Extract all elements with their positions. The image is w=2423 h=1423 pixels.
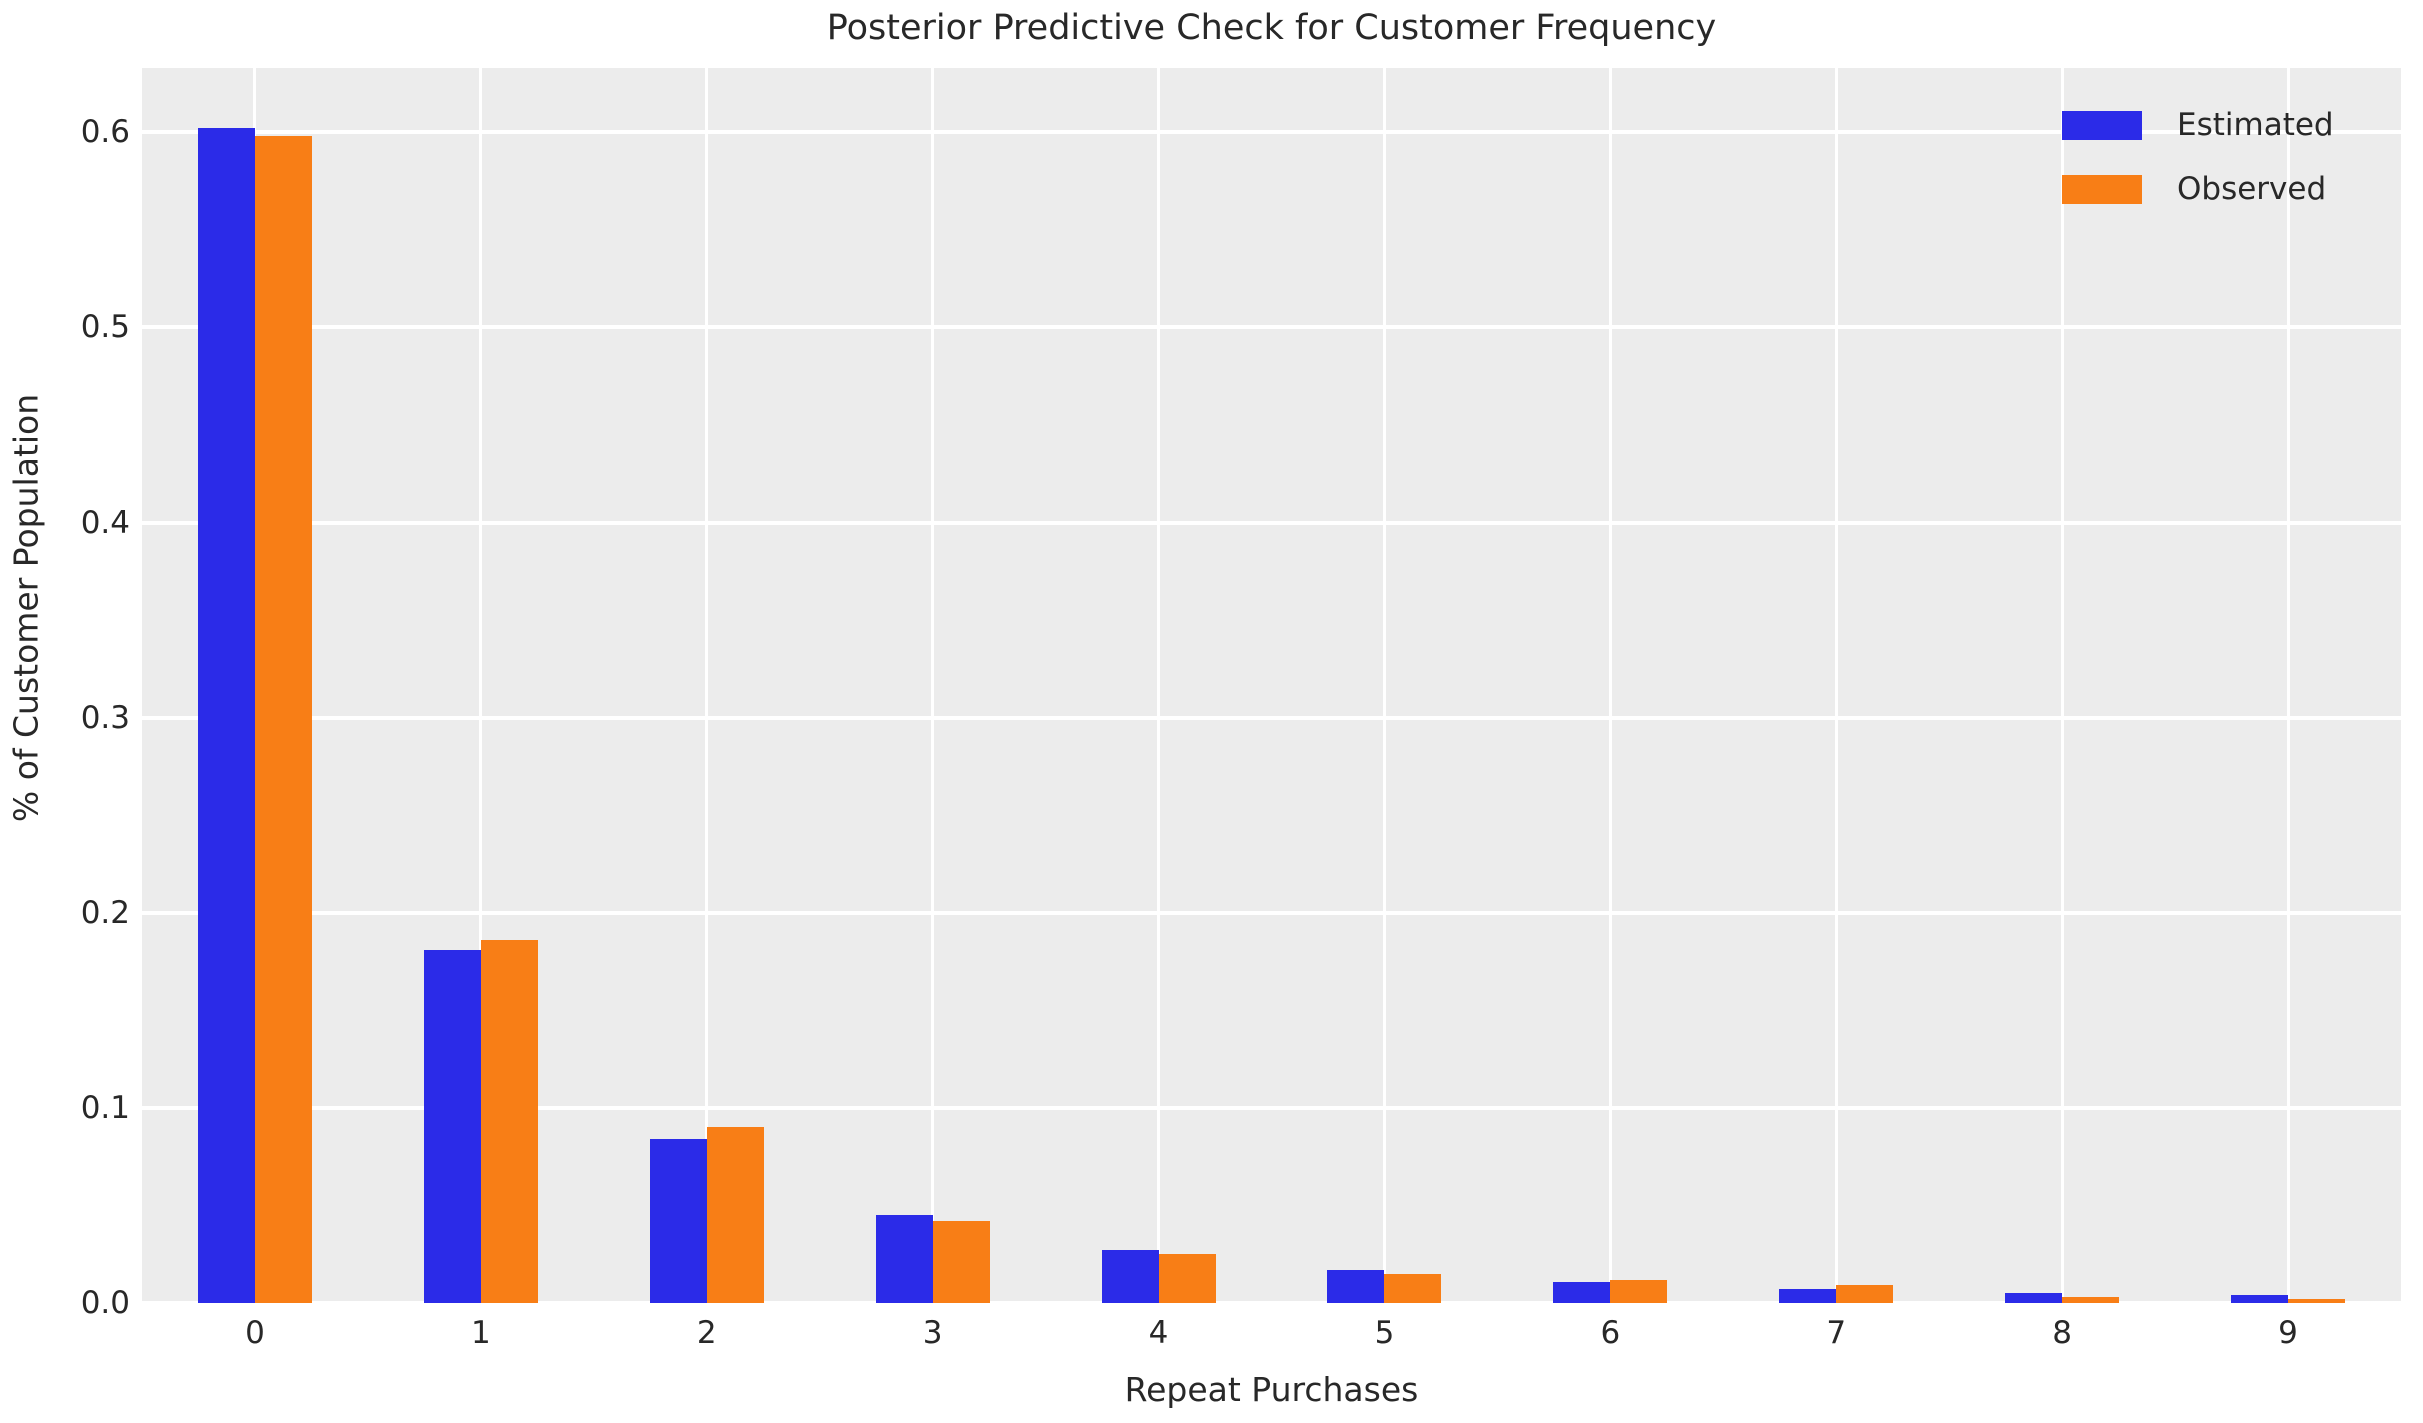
xtick-4: 4	[1148, 1315, 1169, 1351]
bar-observed-2	[706, 1127, 764, 1303]
xtick-1: 1	[470, 1315, 491, 1351]
gridline-v-9	[2286, 68, 2290, 1303]
gridline-h-0.0	[142, 1301, 2401, 1303]
x-axis-label: Repeat Purchases	[1124, 1370, 1419, 1409]
bar-estimated-4	[1101, 1250, 1159, 1303]
bar-observed-5	[1384, 1273, 1442, 1303]
bar-estimated-2	[649, 1139, 707, 1303]
xtick-0: 0	[245, 1315, 265, 1351]
bar-estimated-0	[197, 128, 255, 1303]
ytick-0.3: 0.3	[80, 699, 130, 736]
ytick-0.0: 0.0	[80, 1285, 130, 1321]
gridline-h-0.5	[142, 325, 2401, 330]
xtick-7: 7	[1826, 1315, 1847, 1351]
gridline-h-0.1	[142, 1105, 2401, 1110]
bar-observed-1	[480, 940, 538, 1303]
bar-estimated-5	[1327, 1269, 1385, 1303]
legend: Estimated Observed	[2062, 107, 2334, 207]
legend-item-estimated: Estimated	[2062, 107, 2334, 143]
legend-label-estimated: Estimated	[2177, 107, 2334, 143]
bar-estimated-1	[423, 949, 481, 1303]
bar-estimated-9	[2231, 1295, 2289, 1303]
bar-estimated-6	[1553, 1281, 1611, 1303]
ytick-0.2: 0.2	[80, 894, 130, 931]
plot-area: Estimated Observed	[142, 68, 2401, 1303]
gridline-v-1	[479, 68, 483, 1303]
gridline-h-0.4	[142, 520, 2401, 525]
ytick-0.6: 0.6	[80, 114, 130, 151]
gridline-h-0.3	[142, 715, 2401, 720]
xtick-2: 2	[696, 1315, 717, 1351]
bar-observed-7	[1836, 1285, 1894, 1303]
bar-estimated-8	[2005, 1293, 2063, 1303]
xtick-3: 3	[922, 1315, 943, 1351]
bar-observed-4	[1158, 1254, 1216, 1303]
gridline-v-3	[931, 68, 935, 1303]
xtick-6: 6	[1600, 1315, 1621, 1351]
gridline-v-7	[1834, 68, 1838, 1303]
bar-observed-9	[2288, 1299, 2346, 1303]
gridline-h-0.2	[142, 910, 2401, 915]
bar-observed-3	[932, 1221, 990, 1303]
ytick-0.1: 0.1	[80, 1089, 130, 1126]
bar-estimated-3	[875, 1215, 933, 1303]
gridline-v-4	[1157, 68, 1161, 1303]
estimated-swatch	[2062, 110, 2142, 140]
ytick-0.5: 0.5	[80, 309, 130, 346]
gridline-v-8	[2060, 68, 2064, 1303]
gridline-v-5	[1382, 68, 1386, 1303]
gridline-v-2	[705, 68, 709, 1303]
ytick-0.4: 0.4	[80, 504, 130, 541]
gridline-h-0.6	[142, 130, 2401, 135]
legend-item-observed: Observed	[2062, 171, 2334, 207]
gridline-v-6	[1608, 68, 1612, 1303]
xtick-9: 9	[2278, 1315, 2298, 1351]
legend-label-observed: Observed	[2177, 171, 2327, 207]
xtick-5: 5	[1374, 1315, 1395, 1351]
bar-estimated-7	[1779, 1289, 1837, 1303]
xtick-8: 8	[2052, 1315, 2073, 1351]
bar-observed-6	[1610, 1279, 1668, 1303]
chart-title: Posterior Predictive Check for Customer …	[826, 8, 1717, 48]
observed-swatch	[2062, 174, 2142, 204]
y-axis-label: % of Customer Population	[6, 393, 46, 823]
bar-observed-8	[2062, 1297, 2120, 1303]
bar-observed-0	[254, 136, 312, 1303]
